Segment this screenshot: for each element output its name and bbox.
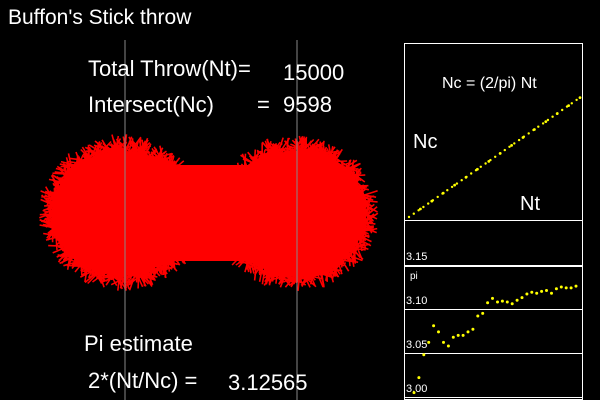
stick-cloud bbox=[39, 134, 379, 291]
nc-trend-dot bbox=[422, 205, 425, 209]
pi-data-point bbox=[535, 291, 539, 295]
nc-data-point bbox=[476, 167, 479, 171]
pi-data-point bbox=[437, 330, 440, 334]
nc-trend-dot bbox=[546, 118, 550, 122]
pi-data-point bbox=[515, 298, 519, 302]
nc-trend-dot bbox=[455, 182, 459, 185]
nc-data-point bbox=[441, 191, 445, 195]
nc-chart-xlabel: Nt bbox=[520, 193, 540, 215]
nc-trend-dot bbox=[513, 142, 516, 145]
nc-data-point bbox=[555, 112, 559, 115]
pi-data-point bbox=[491, 296, 494, 300]
pi-data-point bbox=[569, 286, 573, 290]
pi-tick-label: 3.05 bbox=[406, 339, 427, 351]
nc-trend-dot bbox=[508, 145, 511, 148]
nc-data-point bbox=[567, 104, 570, 107]
pi-data-point bbox=[486, 301, 490, 305]
nc-trend-dot bbox=[407, 215, 411, 219]
nc-data-point bbox=[453, 183, 456, 187]
pi-tick-label: 3.00 bbox=[406, 383, 427, 395]
intersect-value: 9598 bbox=[283, 92, 332, 117]
total-throw-value: 15000 bbox=[283, 60, 345, 85]
nc-data-point bbox=[419, 207, 422, 211]
nc-trend-dot bbox=[412, 212, 415, 215]
intersect-equals: = bbox=[257, 92, 270, 117]
pi-estimate-value: 3.12565 bbox=[228, 370, 308, 395]
pi-data-point bbox=[461, 333, 465, 337]
nc-series bbox=[407, 96, 582, 219]
pi-data-point bbox=[412, 391, 416, 395]
pi-data-point bbox=[500, 299, 504, 303]
nc-data-point bbox=[430, 199, 434, 203]
nc-data-point bbox=[533, 128, 536, 131]
pi-data-point bbox=[456, 333, 460, 337]
nc-trend-dot bbox=[570, 102, 573, 105]
nc-trend-dot bbox=[494, 155, 497, 158]
pi-data-point bbox=[471, 327, 475, 331]
pi-data-point bbox=[481, 311, 485, 315]
pi-data-point bbox=[545, 289, 548, 292]
pi-data-point bbox=[442, 340, 445, 344]
pi-chart-ylabel: pi bbox=[410, 271, 418, 282]
pi-data-point bbox=[466, 330, 470, 334]
nc-trend-dot bbox=[450, 185, 454, 189]
nc-trend-dot bbox=[460, 179, 463, 182]
pi-tick-label: 3.15 bbox=[406, 251, 427, 263]
pi-data-point bbox=[530, 290, 534, 294]
nc-trend-dot bbox=[503, 148, 506, 152]
pi-data-point bbox=[476, 314, 480, 318]
pi-data-point bbox=[422, 353, 426, 357]
nc-data-point bbox=[498, 152, 502, 155]
pi-data-point bbox=[496, 300, 499, 304]
nc-trend-dot bbox=[561, 108, 564, 112]
pi-data-point bbox=[510, 302, 514, 306]
pi-formula: 2*(Nt/Nc) = bbox=[88, 368, 198, 393]
pi-data-point bbox=[432, 324, 436, 328]
nc-trend-dot bbox=[527, 132, 530, 135]
pi-tick-label: 3.10 bbox=[406, 295, 427, 307]
nc-trend-dot bbox=[436, 195, 439, 199]
nc-trend-dot bbox=[541, 122, 545, 125]
pi-data-point bbox=[550, 291, 553, 295]
pi-data-point bbox=[564, 286, 568, 290]
nc-data-point bbox=[544, 120, 548, 123]
app-title: Buffon's Stick throw bbox=[8, 6, 192, 29]
nc-trend-dot bbox=[479, 165, 482, 168]
nc-data-point bbox=[487, 160, 491, 163]
pi-series bbox=[412, 284, 578, 395]
nc-chart-title: Nc = (2/pi) Nt bbox=[442, 75, 537, 92]
nc-trend-dot bbox=[470, 172, 473, 175]
pi-data-point bbox=[427, 340, 431, 344]
nc-trend-dot bbox=[484, 162, 487, 165]
pi-data-point bbox=[525, 292, 529, 296]
nc-trend-dot bbox=[575, 98, 578, 102]
nc-trend-dot bbox=[446, 189, 449, 192]
pi-data-point bbox=[540, 289, 544, 293]
nc-data-point bbox=[521, 136, 525, 139]
nc-data-point bbox=[464, 175, 468, 179]
panel-frame bbox=[404, 43, 583, 400]
total-throw-label: Total Throw(Nt)= bbox=[88, 56, 251, 81]
pi-data-point bbox=[451, 335, 455, 339]
nc-trend-dot bbox=[537, 125, 540, 128]
nc-trend-dot bbox=[427, 202, 430, 205]
nc-chart-ylabel: Nc bbox=[413, 131, 437, 153]
pi-data-point bbox=[520, 296, 524, 300]
intersect-label: Intersect(Nc) bbox=[88, 92, 214, 117]
pi-estimate-label: Pi estimate bbox=[84, 331, 193, 356]
pi-data-point bbox=[505, 300, 509, 304]
nc-data-point bbox=[510, 144, 513, 147]
pi-data-point bbox=[446, 344, 450, 348]
pi-chart-grid: 3.15 3.10 3.05 3.00 bbox=[404, 251, 583, 398]
pi-data-point bbox=[559, 285, 563, 289]
pi-data-point bbox=[417, 376, 421, 380]
nc-trend-dot bbox=[551, 115, 554, 118]
pi-data-point bbox=[574, 284, 578, 288]
pi-data-point bbox=[554, 287, 558, 291]
nc-data-point bbox=[578, 96, 582, 99]
nc-trend-dot bbox=[517, 138, 521, 142]
